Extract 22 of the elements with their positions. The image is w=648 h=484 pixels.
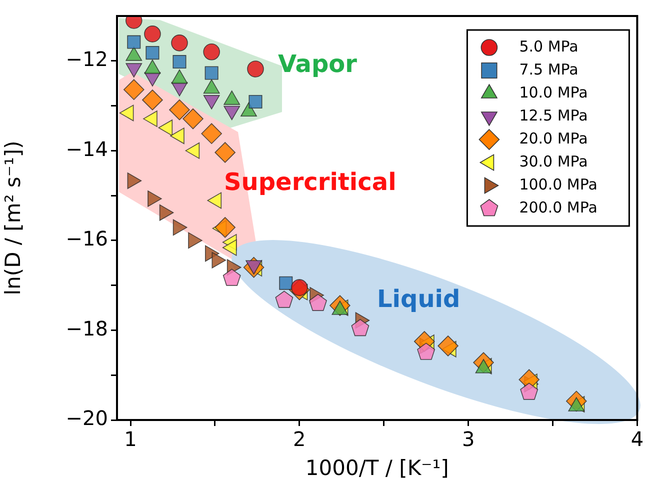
x-axis-title: 1000/T / [K⁻¹]: [305, 456, 449, 480]
annotation: Supercritical: [224, 168, 396, 196]
legend-label: 200.0 MPa: [519, 198, 598, 216]
y-tick-label: −18: [66, 316, 108, 340]
x-tick-label: 1: [124, 427, 137, 452]
legend-label: 20.0 MPa: [519, 129, 588, 148]
y-axis-title: ln(D / [m² s⁻¹]): [1, 140, 26, 296]
annotation: Liquid: [377, 285, 460, 313]
y-tick-label: −20: [66, 406, 108, 430]
y-tick-label: −14: [66, 136, 108, 161]
y-tick-label: −12: [66, 47, 108, 72]
x-tick-label: 3: [462, 427, 475, 452]
x-tick-label: 2: [293, 427, 306, 452]
legend-label: 5.0 MPa: [519, 37, 578, 56]
legend-label: 30.0 MPa: [519, 152, 588, 170]
legend-label: 12.5 MPa: [519, 106, 588, 124]
x-tick-label: 4: [630, 427, 644, 452]
legend-label: 7.5 MPa: [519, 60, 578, 78]
legend-label: 100.0 MPa: [519, 175, 598, 194]
legend-label: 10.0 MPa: [519, 83, 588, 102]
annotation: Vapor: [278, 50, 357, 78]
y-tick-label: −16: [66, 226, 108, 251]
